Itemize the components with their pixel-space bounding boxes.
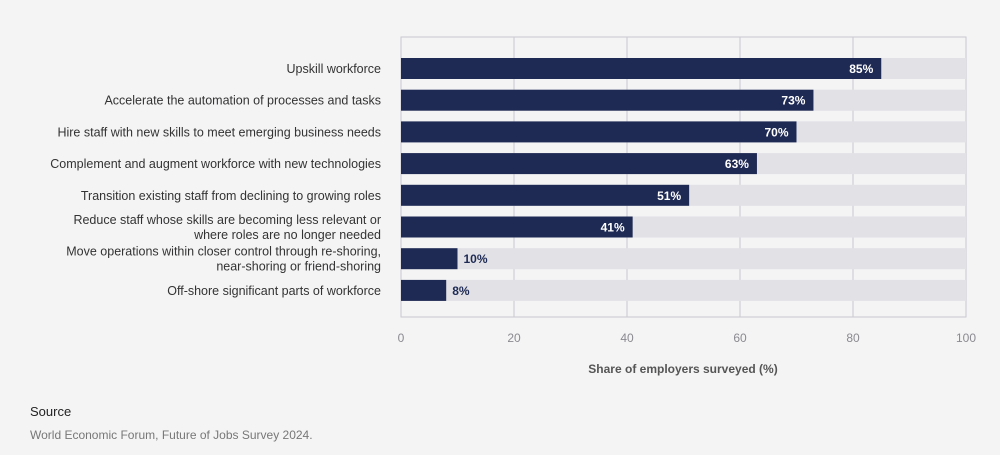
data-label: 41% <box>601 221 625 235</box>
source-title: Source <box>30 404 72 419</box>
x-tick-label: 0 <box>398 331 405 345</box>
data-label: 10% <box>464 252 488 266</box>
source-text: World Economic Forum, Future of Jobs Sur… <box>30 428 313 442</box>
x-tick-label: 100 <box>956 331 976 345</box>
bar <box>401 216 633 238</box>
x-tick-label: 40 <box>620 331 634 345</box>
bar-track <box>401 279 966 301</box>
category-label: Move operations within closer control th… <box>66 245 381 274</box>
bar <box>401 58 882 79</box>
x-axis-title: Share of employers surveyed (%) <box>588 362 777 376</box>
category-label: Accelerate the automation of processes a… <box>104 94 381 108</box>
x-tick-label: 80 <box>846 331 860 345</box>
data-label: 8% <box>452 284 470 298</box>
bar <box>401 279 447 301</box>
x-tick-label: 20 <box>507 331 521 345</box>
data-label: 73% <box>781 94 805 108</box>
bar-track <box>401 248 966 270</box>
data-label: 63% <box>725 157 749 171</box>
bar <box>401 121 797 143</box>
category-label: Hire staff with new skills to meet emerg… <box>57 125 381 139</box>
data-label: 85% <box>849 62 873 76</box>
category-label: Upskill workforce <box>287 62 382 76</box>
bar <box>401 184 690 206</box>
x-tick-label: 60 <box>733 331 747 345</box>
bar <box>401 89 814 111</box>
data-label: 70% <box>764 125 788 139</box>
category-label: Complement and augment workforce with ne… <box>50 157 381 171</box>
bar <box>401 248 458 270</box>
category-label: Transition existing staff from declining… <box>81 189 381 203</box>
bar-chart: 85% Upskill workforce 73% Accelerate the au… <box>50 36 976 376</box>
bar <box>401 153 757 175</box>
category-label: Off-shore significant parts of workforce <box>167 284 381 298</box>
data-label: 51% <box>657 189 681 203</box>
category-label: Reduce staff whose skills are becoming l… <box>73 213 381 242</box>
